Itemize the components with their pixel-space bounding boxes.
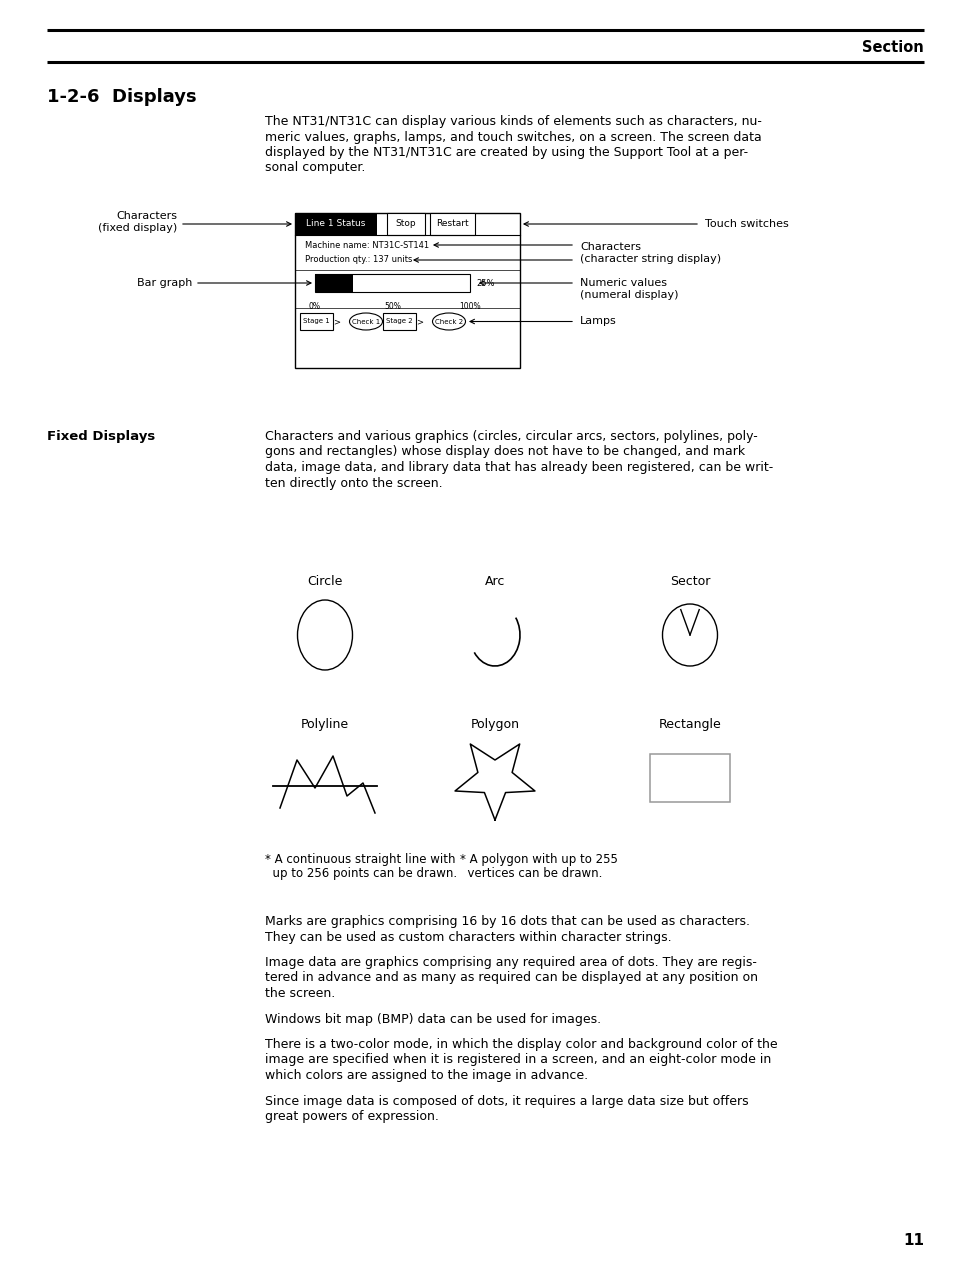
Ellipse shape bbox=[297, 600, 352, 670]
Text: Stage 2: Stage 2 bbox=[386, 318, 413, 325]
Text: The NT31/NT31C can display various kinds of elements such as characters, nu-: The NT31/NT31C can display various kinds… bbox=[265, 115, 761, 128]
Text: up to 256 points can be drawn.: up to 256 points can be drawn. bbox=[265, 867, 456, 880]
Text: Lamps: Lamps bbox=[579, 317, 616, 326]
Text: They can be used as custom characters within character strings.: They can be used as custom characters wi… bbox=[265, 931, 671, 943]
Text: Production qty.: 137 units: Production qty.: 137 units bbox=[305, 255, 412, 265]
Text: 0%: 0% bbox=[309, 302, 320, 311]
Text: tered in advance and as many as required can be displayed at any position on: tered in advance and as many as required… bbox=[265, 971, 758, 984]
Bar bbox=[430, 213, 475, 235]
Text: Line 1 Status: Line 1 Status bbox=[306, 219, 365, 228]
Text: vertices can be drawn.: vertices can be drawn. bbox=[459, 867, 601, 880]
Text: * A polygon with up to 255: * A polygon with up to 255 bbox=[459, 853, 618, 866]
Text: There is a two-color mode, in which the display color and background color of th: There is a two-color mode, in which the … bbox=[265, 1038, 777, 1051]
Text: Characters: Characters bbox=[579, 242, 640, 252]
Text: image are specified when it is registered in a screen, and an eight-color mode i: image are specified when it is registere… bbox=[265, 1054, 770, 1066]
Text: 1-2-6  Displays: 1-2-6 Displays bbox=[47, 87, 196, 107]
Text: * A continuous straight line with: * A continuous straight line with bbox=[265, 853, 455, 866]
Text: which colors are assigned to the image in advance.: which colors are assigned to the image i… bbox=[265, 1069, 587, 1082]
Text: sonal computer.: sonal computer. bbox=[265, 161, 365, 175]
Text: Numeric values: Numeric values bbox=[579, 278, 666, 288]
Text: 11: 11 bbox=[902, 1232, 923, 1248]
Bar bbox=[387, 213, 424, 235]
Bar bbox=[299, 313, 333, 330]
Bar bbox=[382, 313, 416, 330]
Text: (fixed display): (fixed display) bbox=[97, 223, 177, 233]
Text: Windows bit map (BMP) data can be used for images.: Windows bit map (BMP) data can be used f… bbox=[265, 1013, 600, 1026]
Ellipse shape bbox=[661, 604, 717, 666]
Text: Sector: Sector bbox=[669, 574, 709, 588]
Text: Circle: Circle bbox=[307, 574, 342, 588]
Bar bbox=[314, 274, 470, 292]
Text: Touch switches: Touch switches bbox=[704, 219, 788, 230]
Bar bbox=[649, 754, 729, 801]
Text: Rectangle: Rectangle bbox=[658, 718, 720, 730]
Text: Marks are graphics comprising 16 by 16 dots that can be used as characters.: Marks are graphics comprising 16 by 16 d… bbox=[265, 915, 749, 928]
Text: Fixed Displays: Fixed Displays bbox=[47, 430, 155, 443]
Text: Section: Section bbox=[862, 39, 923, 55]
Text: Check 1: Check 1 bbox=[352, 318, 379, 325]
Text: Image data are graphics comprising any required area of dots. They are regis-: Image data are graphics comprising any r… bbox=[265, 956, 756, 969]
Text: gons and rectangles) whose display does not have to be changed, and mark: gons and rectangles) whose display does … bbox=[265, 445, 744, 459]
Text: Machine name: NT31C-ST141: Machine name: NT31C-ST141 bbox=[305, 241, 429, 250]
Text: (numeral display): (numeral display) bbox=[579, 290, 678, 301]
Text: Polygon: Polygon bbox=[470, 718, 519, 730]
Text: >: > bbox=[416, 317, 423, 326]
Text: Since image data is composed of dots, it requires a large data size but offers: Since image data is composed of dots, it… bbox=[265, 1094, 748, 1107]
Text: the screen.: the screen. bbox=[265, 987, 335, 1000]
Text: Characters: Characters bbox=[116, 210, 177, 221]
Text: 100%: 100% bbox=[458, 302, 480, 311]
Bar bbox=[294, 213, 376, 235]
Text: Characters and various graphics (circles, circular arcs, sectors, polylines, pol: Characters and various graphics (circles… bbox=[265, 430, 757, 443]
Text: Restart: Restart bbox=[436, 219, 468, 228]
Text: meric values, graphs, lamps, and touch switches, on a screen. The screen data: meric values, graphs, lamps, and touch s… bbox=[265, 131, 760, 143]
Text: displayed by the NT31/NT31C are created by using the Support Tool at a per-: displayed by the NT31/NT31C are created … bbox=[265, 146, 747, 158]
Bar bbox=[314, 274, 353, 292]
Text: Stage 1: Stage 1 bbox=[303, 318, 330, 325]
Text: ten directly onto the screen.: ten directly onto the screen. bbox=[265, 477, 442, 489]
Text: 25%: 25% bbox=[476, 279, 494, 288]
Text: Stop: Stop bbox=[395, 219, 416, 228]
Text: Check 2: Check 2 bbox=[435, 318, 462, 325]
Text: Bar graph: Bar graph bbox=[136, 278, 192, 288]
Text: Polyline: Polyline bbox=[300, 718, 349, 730]
Text: >: > bbox=[334, 317, 340, 326]
Text: (character string display): (character string display) bbox=[579, 254, 720, 264]
Text: great powers of expression.: great powers of expression. bbox=[265, 1110, 438, 1123]
Bar bbox=[294, 213, 519, 368]
Ellipse shape bbox=[349, 313, 382, 330]
Text: Arc: Arc bbox=[484, 574, 505, 588]
Text: data, image data, and library data that has already been registered, can be writ: data, image data, and library data that … bbox=[265, 462, 773, 474]
Text: 50%: 50% bbox=[384, 302, 400, 311]
Ellipse shape bbox=[432, 313, 465, 330]
